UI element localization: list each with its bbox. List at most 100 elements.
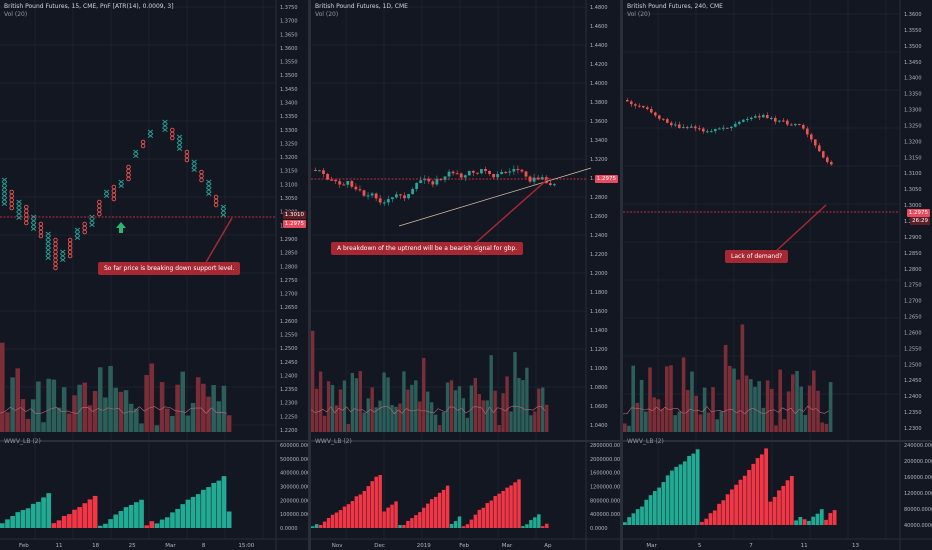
wwv-bar (113, 514, 119, 528)
h4-chart-canvas[interactable]: 1.3600 1.3550 1.3500 1.3450 1.3400 1.3350 1.33… (623, 0, 932, 550)
price-axis-label: 1.3600 (590, 119, 608, 125)
volume-bar (330, 384, 335, 432)
wwv-bar (123, 507, 129, 528)
volume-bar (87, 405, 93, 432)
pnf-o (126, 168, 131, 174)
price-axis-label: 1.2750 (904, 283, 922, 289)
price-axis-label: 1.3550 (904, 28, 922, 34)
daily-chart-canvas[interactable]: 1.4800 1.4600 1.4400 1.4200 1.4000 1.3800 1.36… (311, 0, 620, 550)
volume-bar (627, 425, 631, 432)
volume-bar (461, 398, 466, 432)
candle (370, 193, 374, 196)
volume-bar (656, 399, 661, 432)
time-axis-label: 15:00 (238, 543, 254, 549)
wwv-bar (513, 482, 517, 528)
pnf-x (45, 247, 51, 252)
volume-bar (206, 396, 211, 432)
pnf-x (45, 231, 51, 236)
candle (492, 173, 495, 178)
chart-pane-pnf[interactable]: 1.3750 1.3700 1.3650 1.3600 1.3550 1.3500 1.34… (0, 0, 308, 550)
price-axis-label: 1.3100 (280, 182, 298, 188)
time-axis-label: 8 (202, 543, 206, 549)
candle (407, 194, 410, 199)
reference-price-tag: 1.3010 (282, 211, 306, 219)
volume-bar (465, 417, 470, 432)
price-axis-label: 1.3350 (904, 92, 922, 98)
pnf-x (191, 167, 197, 172)
volume-bar (175, 384, 180, 432)
price-axis-label: 1.1200 (590, 347, 608, 353)
wwv-bar (426, 503, 430, 528)
pnf-x (45, 239, 51, 244)
pnf-x (191, 159, 197, 164)
wwv-bar (730, 489, 734, 525)
pnf-o (126, 172, 131, 178)
volume-bar (501, 393, 505, 432)
time-axis-label: 11 (56, 543, 63, 549)
candle (386, 199, 390, 203)
wwv-bar (489, 500, 493, 528)
candle (650, 109, 653, 113)
wwv-bar (185, 499, 191, 528)
volume-bar (402, 371, 406, 432)
price-axis-label: 1.4800 (590, 5, 608, 11)
volume-bar (149, 363, 155, 432)
wwv-bar (56, 520, 62, 528)
candle (670, 122, 673, 126)
volume-bar (660, 408, 665, 432)
price-axis-label: 1.2800 (590, 195, 608, 201)
price-axis-label: 1.3150 (904, 155, 922, 161)
pnf-o (24, 212, 29, 218)
wwv-bar (678, 464, 683, 525)
chart-annotation[interactable]: A breakdown of the uptrend will be a bea… (331, 242, 524, 255)
chart-annotation[interactable]: Lack of demand? (725, 250, 789, 263)
candle (778, 120, 781, 122)
candle (826, 157, 829, 162)
pnf-o (53, 253, 58, 259)
wwv-bar (441, 489, 446, 528)
pnf-x (74, 231, 81, 236)
wwv-bar (87, 499, 93, 528)
wwv-bar (700, 521, 704, 525)
candle (390, 197, 394, 200)
price-axis-label: 1.2350 (904, 410, 922, 416)
volume-bar (25, 418, 31, 432)
indicator-axis-label: 200000.0000 (904, 459, 932, 465)
chart-annotation[interactable]: So far price is breaking down support le… (98, 262, 241, 275)
candle (403, 195, 406, 199)
pnf-x (16, 203, 22, 208)
pane-separator[interactable] (620, 0, 623, 550)
pnf-o (126, 176, 131, 182)
volume-bar (0, 342, 5, 432)
wwv-bar (10, 515, 15, 528)
candle (528, 176, 532, 182)
indicator-axis-label: 40000.0000 (904, 523, 932, 529)
chart-pane-240[interactable]: 1.3600 1.3550 1.3500 1.3450 1.3400 1.3350 1.33… (623, 0, 932, 550)
pane-separator[interactable] (308, 0, 311, 550)
wwv-bar (398, 525, 402, 528)
chart-pane-daily[interactable]: 1.4800 1.4600 1.4400 1.4200 1.4000 1.3800 1.36… (311, 0, 620, 550)
price-axis-label: 1.3600 (904, 12, 922, 18)
volume-bar (139, 423, 144, 432)
candle (459, 173, 463, 178)
pnf-x (191, 163, 197, 168)
pnf-o (38, 221, 44, 227)
wwv-bar (378, 475, 382, 528)
volume-bar (698, 414, 703, 432)
pnf-x (118, 179, 124, 184)
volume-bar (521, 380, 525, 432)
volume-bar (318, 371, 323, 432)
candle (439, 179, 443, 181)
candle (634, 104, 637, 106)
candle (395, 194, 398, 198)
candle (447, 171, 451, 177)
indicator-axis-label: 2800000.0000 (590, 443, 620, 449)
pnf-o (24, 220, 29, 226)
pnf-x (147, 129, 154, 134)
price-axis-label: 1.2200 (590, 252, 608, 258)
pnf-chart-canvas[interactable]: 1.3750 1.3700 1.3650 1.3600 1.3550 1.3500 1.34… (0, 0, 308, 550)
price-axis-label: 1.2350 (280, 387, 298, 393)
wwv-bar (665, 475, 670, 525)
price-axis-label: 1.1400 (590, 328, 608, 334)
wwv-bar (477, 509, 482, 528)
